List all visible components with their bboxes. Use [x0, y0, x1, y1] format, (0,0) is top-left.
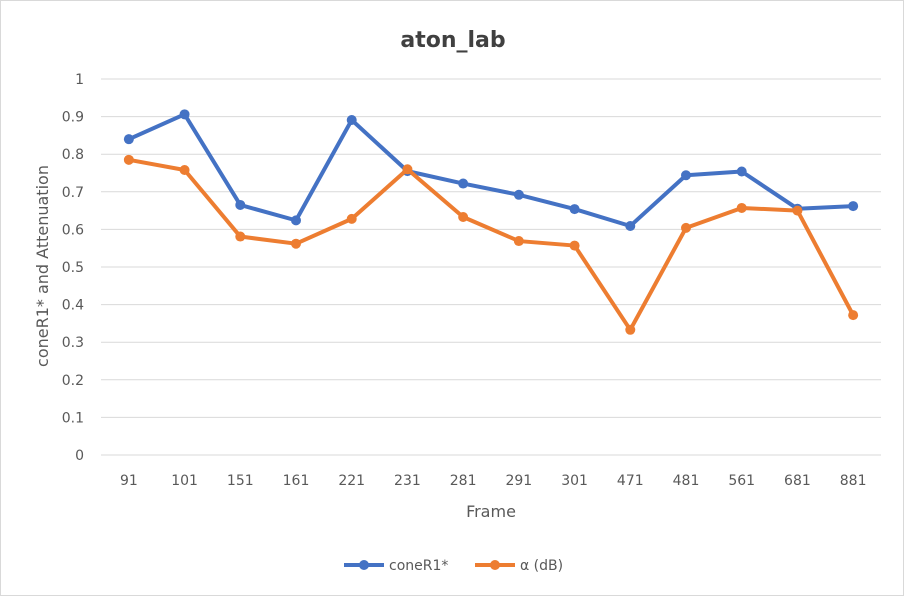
series-group [123, 109, 859, 335]
y-tick-label: 0.3 [62, 335, 84, 351]
y-tick-label: 0.5 [62, 260, 84, 276]
series-line [126, 112, 856, 229]
legend-marker [359, 560, 369, 570]
x-tick-label: 221 [338, 473, 365, 489]
data-point [123, 134, 134, 145]
data-point [179, 164, 190, 175]
data-point [848, 201, 859, 212]
x-tick-label: 151 [227, 473, 254, 489]
series-line [126, 157, 856, 332]
data-point [235, 199, 246, 210]
y-tick-label: 0.2 [62, 373, 84, 389]
x-tick-label: 561 [728, 473, 755, 489]
data-point [123, 154, 134, 165]
x-axis-title: Frame [466, 502, 516, 521]
x-tick-label: 291 [505, 473, 532, 489]
data-point [681, 222, 691, 233]
data-point [179, 109, 190, 120]
legend-label: α (dB) [520, 558, 563, 574]
legend-item: α (dB) [475, 558, 563, 574]
x-tick-label: 101 [171, 473, 198, 489]
gridlines [101, 78, 881, 456]
data-point [736, 202, 747, 213]
y-tick-label: 1 [75, 72, 84, 88]
data-point [625, 221, 636, 232]
data-point [848, 310, 859, 321]
x-tick-label: 471 [617, 473, 644, 489]
data-point [513, 236, 524, 247]
legend-label: coneR1* [389, 558, 448, 574]
x-tick-label: 281 [450, 473, 477, 489]
series-2 [123, 154, 859, 335]
data-point [346, 114, 357, 125]
data-point [291, 215, 301, 226]
y-tick-label: 0.9 [62, 110, 84, 126]
data-point [736, 166, 747, 177]
data-point [513, 189, 524, 200]
y-tick-label: 0.6 [62, 222, 84, 238]
data-point [458, 211, 469, 222]
x-tick-label: 481 [673, 473, 700, 489]
data-point [458, 178, 469, 189]
data-point [291, 238, 301, 249]
data-point [346, 213, 357, 224]
x-tick-label: 91 [120, 473, 138, 489]
data-point [569, 204, 580, 215]
x-tick-label: 881 [840, 473, 867, 489]
y-tick-label: 0.8 [62, 147, 84, 163]
series-1 [123, 109, 859, 232]
y-tick-label: 0.4 [62, 298, 84, 314]
chart-title: aton_lab [400, 28, 505, 53]
legend: coneR1* α (dB) [344, 558, 563, 574]
y-axis-title: coneR1* and Attenuation [33, 165, 52, 367]
data-point [681, 170, 691, 181]
data-point [235, 231, 246, 242]
data-point [625, 324, 636, 335]
x-tick-label: 301 [561, 473, 588, 489]
x-tick-label: 681 [784, 473, 811, 489]
x-tick-label: 231 [394, 473, 421, 489]
x-axis-ticks: 91 101 151 161 221 231 281 291 301 471 481 561 681 88… [120, 473, 867, 489]
data-point [792, 205, 803, 216]
y-axis-ticks: 0 0.1 0.2 0.3 0.4 0.5 0.6 0.7 0.8 0.9 1 [62, 72, 84, 464]
data-point [569, 240, 580, 251]
y-tick-label: 0.1 [62, 410, 84, 426]
legend-item: coneR1* [344, 558, 448, 574]
legend-marker [490, 560, 500, 570]
data-point [402, 164, 413, 175]
y-tick-label: 0.7 [62, 185, 84, 201]
y-tick-label: 0 [75, 448, 84, 464]
x-tick-label: 161 [283, 473, 310, 489]
